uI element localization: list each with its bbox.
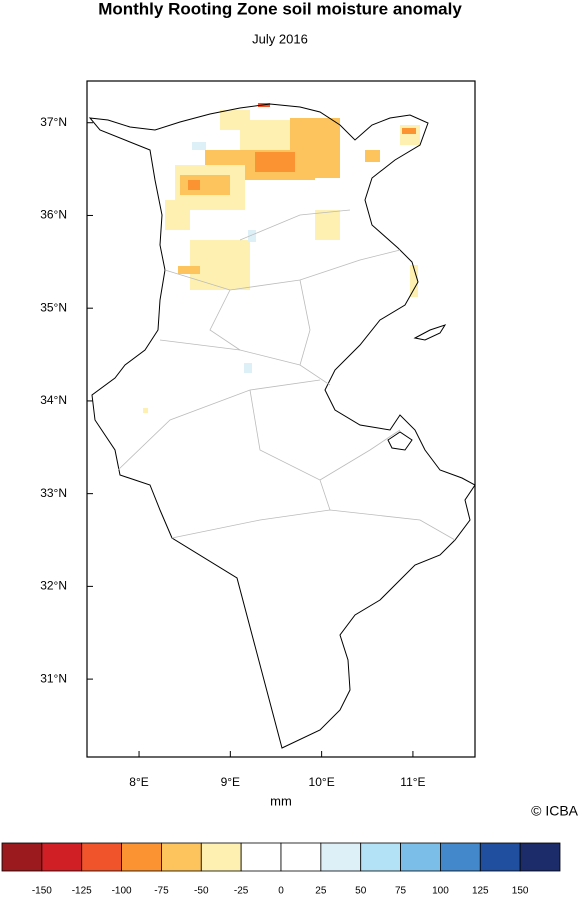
colorbar-box	[81, 842, 122, 872]
colorbar-label: 75	[395, 886, 407, 897]
island-outline	[387, 324, 447, 451]
y-tick-label: 33°N	[40, 486, 67, 500]
map-title: Monthly Rooting Zone soil moisture anoma…	[98, 0, 462, 18]
x-tick-label: 9°E	[221, 775, 240, 789]
country-outline	[88, 103, 476, 749]
map-frame	[86, 80, 476, 758]
map-subtitle: July 2016	[252, 31, 308, 46]
colorbar-label: 125	[472, 886, 489, 897]
colorbar-label: 25	[315, 886, 327, 897]
colorbar-box	[280, 842, 322, 872]
colorbar-label: 100	[432, 886, 449, 897]
colorbar-box	[479, 842, 521, 872]
x-tick-label: 11°E	[400, 775, 425, 789]
x-axis-label: mm	[270, 793, 292, 808]
colorbar-box	[400, 842, 441, 872]
anomaly-patches	[143, 103, 420, 413]
colorbar-label: -100	[112, 886, 132, 897]
y-tick-label: 37°N	[40, 115, 67, 129]
colorbar-label: -25	[234, 886, 249, 897]
colorbar-label: -75	[154, 886, 169, 897]
y-tick-label: 31°N	[40, 671, 67, 685]
colorbar-box	[320, 842, 362, 872]
x-tick-label: 10°E	[309, 775, 335, 789]
colorbar-box	[161, 842, 202, 872]
y-tick-label: 34°N	[40, 393, 67, 407]
colorbar-box	[1, 842, 43, 872]
y-tick-label: 35°N	[40, 300, 67, 314]
admin-boundaries	[117, 209, 456, 541]
colorbar-box	[41, 842, 83, 872]
colorbar-box	[519, 842, 561, 872]
colorbar-label: 50	[355, 886, 367, 897]
colorbar-box	[200, 842, 242, 872]
colorbar-box	[121, 842, 162, 872]
x-tick-label: 8°E	[129, 775, 148, 789]
colorbar-label: -50	[194, 886, 209, 897]
colorbar-label: -125	[72, 886, 92, 897]
colorbar-box	[440, 842, 481, 872]
colorbar-label: 150	[512, 886, 529, 897]
colorbar-box	[240, 842, 282, 872]
colorbar-label: -150	[32, 886, 52, 897]
colorbar-label: 0	[278, 886, 284, 897]
colorbar-box	[360, 842, 401, 872]
y-tick-label: 32°N	[40, 579, 67, 593]
credit: © ICBA	[531, 803, 578, 819]
y-tick-label: 36°N	[40, 208, 67, 222]
